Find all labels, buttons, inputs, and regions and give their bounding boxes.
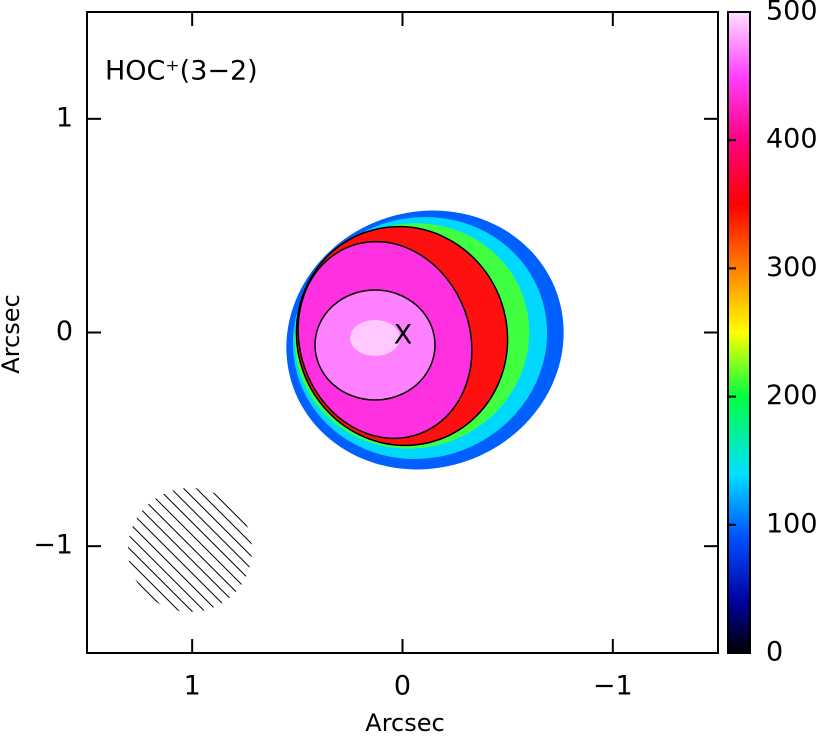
colorbar-tick-label: 0 [766, 637, 783, 668]
x-tick-label: 1 [184, 671, 201, 702]
y-tick-label: 0 [56, 316, 73, 347]
y-tick-label: 1 [56, 102, 73, 133]
colorbar-tick-label: 200 [766, 380, 818, 411]
center-marker: X [394, 320, 413, 351]
map-layer [350, 320, 400, 356]
colorbar-tick-label: 300 [766, 252, 818, 283]
x-axis-label: Arcsec [365, 709, 444, 737]
y-tick-label: −1 [33, 530, 73, 561]
chart-title: HOC⁺(3−2) [105, 56, 258, 87]
beam [128, 488, 252, 612]
x-tick-label: 0 [394, 671, 411, 702]
colorbar-tick-label: 400 [766, 124, 818, 155]
colorbar [727, 11, 751, 654]
y-axis-label: Arcsec [0, 294, 25, 373]
x-tick-label: −1 [593, 671, 633, 702]
colorbar-tick-label: 500 [766, 0, 818, 27]
emission-map [286, 210, 564, 470]
colorbar-tick-label: 100 [766, 508, 818, 539]
